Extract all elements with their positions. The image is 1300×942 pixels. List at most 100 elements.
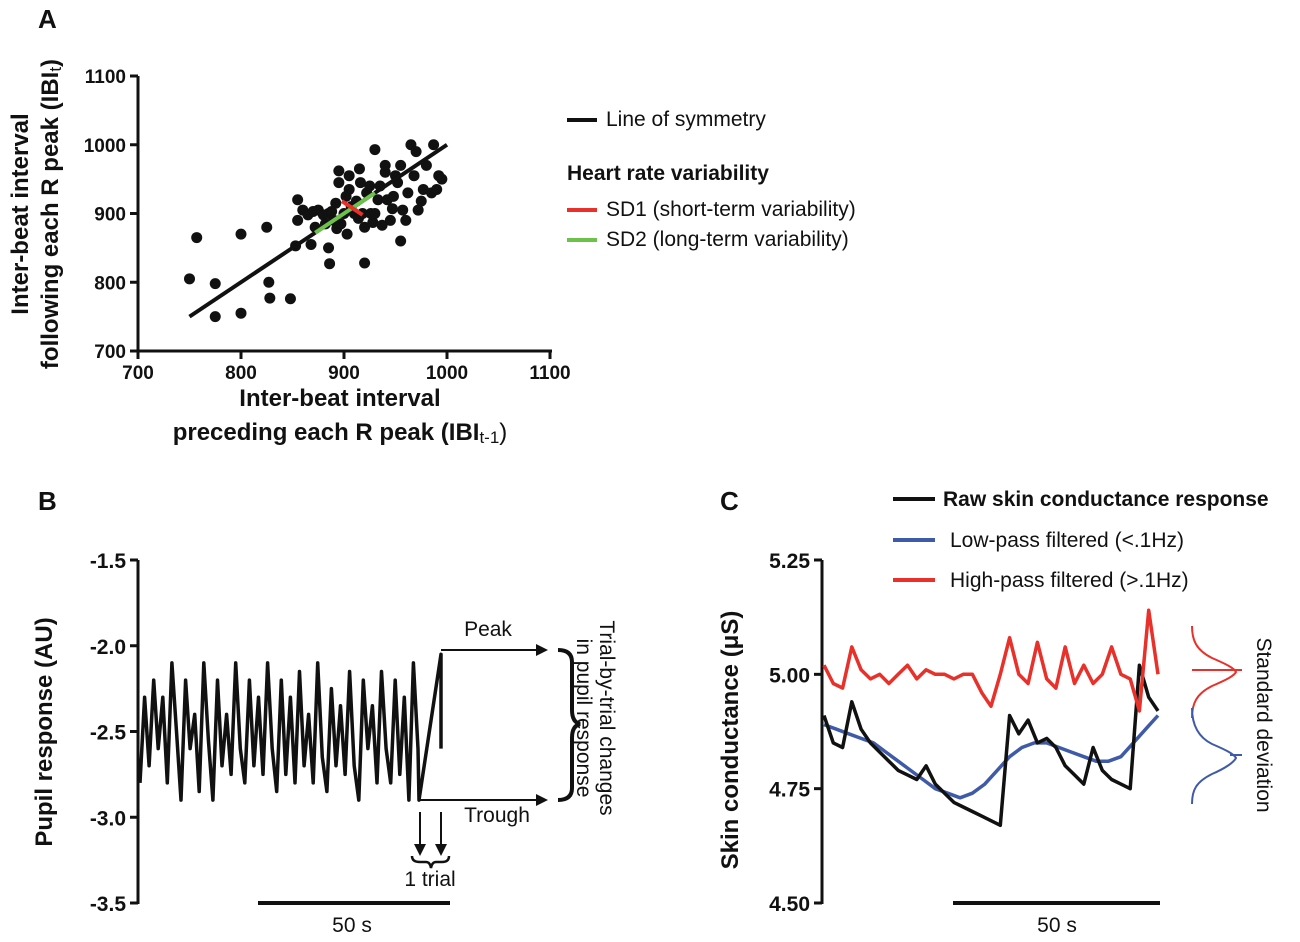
y-tick-label-b: -3.0 bbox=[90, 807, 126, 830]
y-tick-label-a: 1100 bbox=[85, 67, 126, 88]
legend-sd1-label: SD1 (short-term variability) bbox=[606, 198, 856, 221]
scatter-point bbox=[341, 228, 353, 240]
scatter-point bbox=[191, 232, 203, 244]
scale-bar-label-b: 50 s bbox=[332, 914, 372, 937]
panel-label-b: B bbox=[38, 486, 57, 516]
y-tick-label-b: -1.5 bbox=[90, 550, 127, 573]
trough-label: Trough bbox=[464, 804, 530, 827]
sd-high-pass-curve bbox=[1191, 625, 1238, 719]
sd1-segment bbox=[340, 199, 364, 217]
scatter-point bbox=[333, 177, 345, 189]
scatter-point bbox=[264, 292, 276, 304]
low-pass-line bbox=[823, 714, 1160, 800]
y-tick-label-c: 4.75 bbox=[769, 779, 810, 802]
legend-symmetry-label: Line of symmetry bbox=[606, 108, 766, 131]
scatter-point bbox=[376, 219, 388, 231]
y-axis-label-c: Skin conductance (μS) bbox=[717, 611, 744, 870]
legend-hrv-title: Heart rate variability bbox=[567, 162, 769, 185]
trial-arrowhead-left bbox=[414, 844, 426, 856]
scatter-point bbox=[330, 197, 342, 209]
scatter-point bbox=[353, 163, 365, 175]
scale-bar-label-c: 50 s bbox=[1037, 914, 1077, 937]
x-tick-label-a: 700 bbox=[122, 363, 154, 384]
sd2-segment bbox=[314, 191, 377, 235]
y-tick-label-a: 1000 bbox=[84, 136, 126, 157]
y-axis-label-a-line2: following each R peak (IBIt) bbox=[37, 59, 65, 369]
panel-label-a: A bbox=[38, 4, 57, 34]
scatter-point bbox=[400, 214, 412, 226]
pupil-response-line bbox=[138, 652, 443, 802]
legend-sd2-label: SD2 (long-term variability) bbox=[606, 228, 849, 251]
scatter-point bbox=[412, 204, 424, 216]
scatter-point bbox=[333, 165, 345, 177]
scatter-point bbox=[354, 177, 366, 189]
y-tick-label-b: -2.5 bbox=[90, 722, 127, 745]
trial-arrowhead-right bbox=[435, 844, 447, 856]
x-tick-label-a: 800 bbox=[225, 363, 257, 384]
scatter-point bbox=[395, 159, 407, 171]
ticks-a: 700 800 900 1000 1100 700 800 900 1000 1100 bbox=[84, 67, 571, 384]
trial-brace bbox=[410, 855, 451, 869]
scatter-point bbox=[235, 228, 247, 240]
scatter-point bbox=[417, 183, 429, 195]
raw-scr-line bbox=[822, 663, 1160, 828]
y-axis-label-b: Pupil response (AU) bbox=[31, 617, 58, 846]
scatter-point bbox=[367, 216, 379, 228]
scatter-point bbox=[402, 187, 414, 199]
y-tick-label-b: -2.0 bbox=[90, 636, 126, 659]
y-tick-label-a: 700 bbox=[94, 342, 126, 363]
scatter-point bbox=[209, 311, 221, 323]
scatter-point bbox=[359, 221, 371, 233]
scatter-point bbox=[263, 276, 275, 288]
ticks-c: 5.25 5.00 4.75 4.50 bbox=[769, 550, 822, 916]
scatter-point bbox=[305, 238, 317, 250]
scatter-point bbox=[386, 203, 398, 215]
legend-raw-label: Raw skin conductance response bbox=[943, 488, 1269, 511]
y-tick-label-c: 4.50 bbox=[769, 893, 810, 916]
x-axis-label-a-line2: preceding each R peak (IBIt-1) bbox=[173, 419, 508, 447]
scatter-point bbox=[359, 257, 371, 269]
scatter-point bbox=[410, 146, 422, 158]
scatter-point bbox=[235, 307, 247, 319]
trial-label: 1 trial bbox=[404, 868, 455, 891]
scatter-point bbox=[415, 195, 427, 207]
trough-arrowhead bbox=[536, 794, 548, 806]
standard-deviation-label: Standard deviation bbox=[1252, 637, 1275, 812]
y-tick-label-a: 900 bbox=[94, 205, 126, 226]
change-brace bbox=[557, 648, 581, 802]
scatter-point bbox=[372, 194, 384, 206]
changes-label-line1: Trial-by-trial changes bbox=[595, 620, 618, 815]
x-tick-label-a: 1000 bbox=[426, 363, 468, 384]
scatter-point bbox=[369, 208, 381, 219]
high-pass-line bbox=[822, 608, 1160, 713]
scatter-point bbox=[364, 180, 376, 192]
scatter-point bbox=[395, 235, 407, 247]
annotations-b bbox=[410, 644, 581, 869]
y-axis-label-a-line1: Inter-beat interval bbox=[7, 113, 34, 314]
scatter-point bbox=[387, 190, 399, 202]
legend-low-pass-label: Low-pass filtered (<.1Hz) bbox=[950, 529, 1184, 552]
panel-label-c: C bbox=[720, 486, 739, 516]
y-tick-label-a: 800 bbox=[94, 273, 126, 294]
scatter-point bbox=[431, 183, 443, 195]
ticks-b: -1.5 -2.0 -2.5 -3.0 -3.5 bbox=[90, 550, 138, 916]
changes-label-line2: in pupil response bbox=[572, 639, 595, 798]
sd-low-pass-curve bbox=[1191, 707, 1238, 805]
scatter-point bbox=[408, 170, 420, 182]
scatter-point bbox=[292, 214, 304, 226]
scatter-point bbox=[369, 144, 381, 156]
x-axis-label-a-line1: Inter-beat interval bbox=[239, 385, 440, 412]
scatter-point bbox=[326, 205, 338, 217]
scatter-plot-a: 700 800 900 1000 1100 700 800 900 1000 1100 bbox=[84, 67, 571, 384]
scatter-point bbox=[343, 183, 355, 195]
scatter-point bbox=[397, 204, 409, 216]
scatter-point bbox=[292, 194, 304, 206]
x-tick-label-a: 900 bbox=[328, 363, 360, 384]
scatter-point bbox=[209, 278, 221, 290]
data-points-a bbox=[184, 139, 448, 323]
x-tick-label-a: 1100 bbox=[529, 363, 570, 384]
scatter-point bbox=[436, 173, 448, 185]
scatter-point bbox=[379, 159, 391, 171]
scatter-point bbox=[184, 273, 195, 285]
